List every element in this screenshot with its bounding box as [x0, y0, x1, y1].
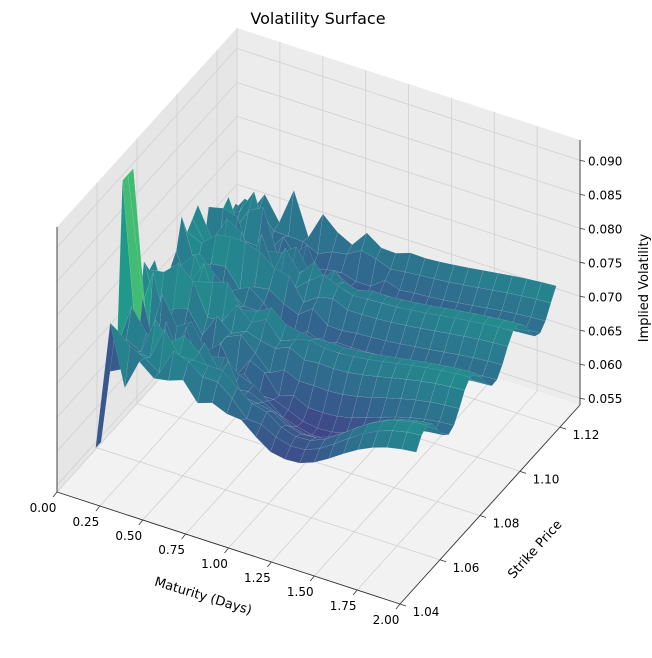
chart-title: Volatility Surface [250, 9, 385, 28]
x-tick-mark [138, 519, 144, 526]
surface-patch [401, 431, 422, 453]
x-tick-mark [267, 561, 272, 568]
z-tick-label: 0.060 [588, 358, 622, 372]
x-tick-label: 1.50 [287, 585, 314, 599]
x-tick-label: 2.00 [373, 613, 400, 627]
z-tick-mark [579, 159, 586, 162]
y-tick-label: 1.08 [493, 517, 520, 531]
y-tick-label: 1.04 [413, 605, 440, 619]
z-tick-label: 0.085 [588, 188, 622, 202]
x-tick-label: 0.25 [73, 515, 100, 529]
x-tick-label: 1.00 [201, 557, 228, 571]
z-tick-label: 0.055 [588, 392, 622, 406]
z-tick-mark [579, 397, 586, 400]
x-tick-mark [309, 575, 315, 582]
x-tick-mark [52, 491, 58, 498]
z-tick-mark [579, 261, 586, 264]
x-tick-mark [395, 603, 401, 610]
z-tick-label: 0.090 [588, 154, 622, 168]
x-tick-label: 1.25 [244, 571, 271, 585]
z-tick-mark [579, 193, 586, 196]
x-tick-mark [181, 533, 186, 540]
x-tick-label: 0.00 [30, 501, 57, 515]
z-axis-label: Implied Volatility [637, 233, 652, 342]
y-tick-mark [519, 470, 527, 474]
x-tick-mark [95, 505, 101, 512]
x-axis-label: Maturity (Days) [153, 575, 254, 619]
surface-patch [530, 298, 552, 322]
y-tick-label: 1.06 [453, 561, 480, 575]
grid-line [56, 115, 581, 316]
z-tick-mark [579, 329, 586, 332]
y-tick-mark [399, 603, 407, 607]
grid-line [56, 183, 581, 384]
surface-patch [449, 373, 471, 391]
surface-patch [422, 425, 444, 436]
y-tick-labels: 1.04 1.06 1.08 1.10 1.12 [399, 426, 600, 619]
x-tick-labels: 0.00 0.25 0.50 0.75 1.00 1.25 1.50 1.75 2.00 [30, 491, 401, 627]
left-pane [57, 28, 237, 492]
x-tick-label: 0.50 [115, 529, 142, 543]
grid-line [56, 47, 581, 248]
z-tick-mark [579, 363, 586, 366]
z-tick-label: 0.065 [588, 324, 622, 338]
surface-patch [471, 379, 492, 387]
z-tick-label: 0.070 [588, 290, 622, 304]
y-tick-mark [439, 559, 447, 563]
y-tick-mark [479, 515, 487, 518]
x-tick-label: 1.75 [330, 599, 357, 613]
grid-line [56, 149, 581, 350]
z-tick-label: 0.075 [588, 256, 622, 270]
y-tick-label: 1.10 [533, 472, 560, 486]
grid-line [56, 81, 581, 282]
surface-patch [514, 327, 535, 337]
surface-mesh [95, 168, 557, 464]
z-tick-mark [579, 227, 586, 230]
surface-patch [444, 386, 465, 409]
z-tick-mark [579, 295, 586, 298]
x-tick-label: 0.75 [158, 543, 185, 557]
z-tick-labels: 0.055 0.060 0.065 0.070 0.075 0.080 0.085 0.090 [579, 154, 622, 406]
z-tick-label: 0.080 [588, 222, 622, 236]
y-tick-label: 1.12 [573, 428, 600, 442]
y-axis-line [399, 404, 581, 605]
x-tick-mark [224, 547, 229, 554]
y-tick-mark [559, 426, 567, 430]
surface-patch [455, 369, 476, 378]
x-tick-mark [352, 589, 358, 596]
